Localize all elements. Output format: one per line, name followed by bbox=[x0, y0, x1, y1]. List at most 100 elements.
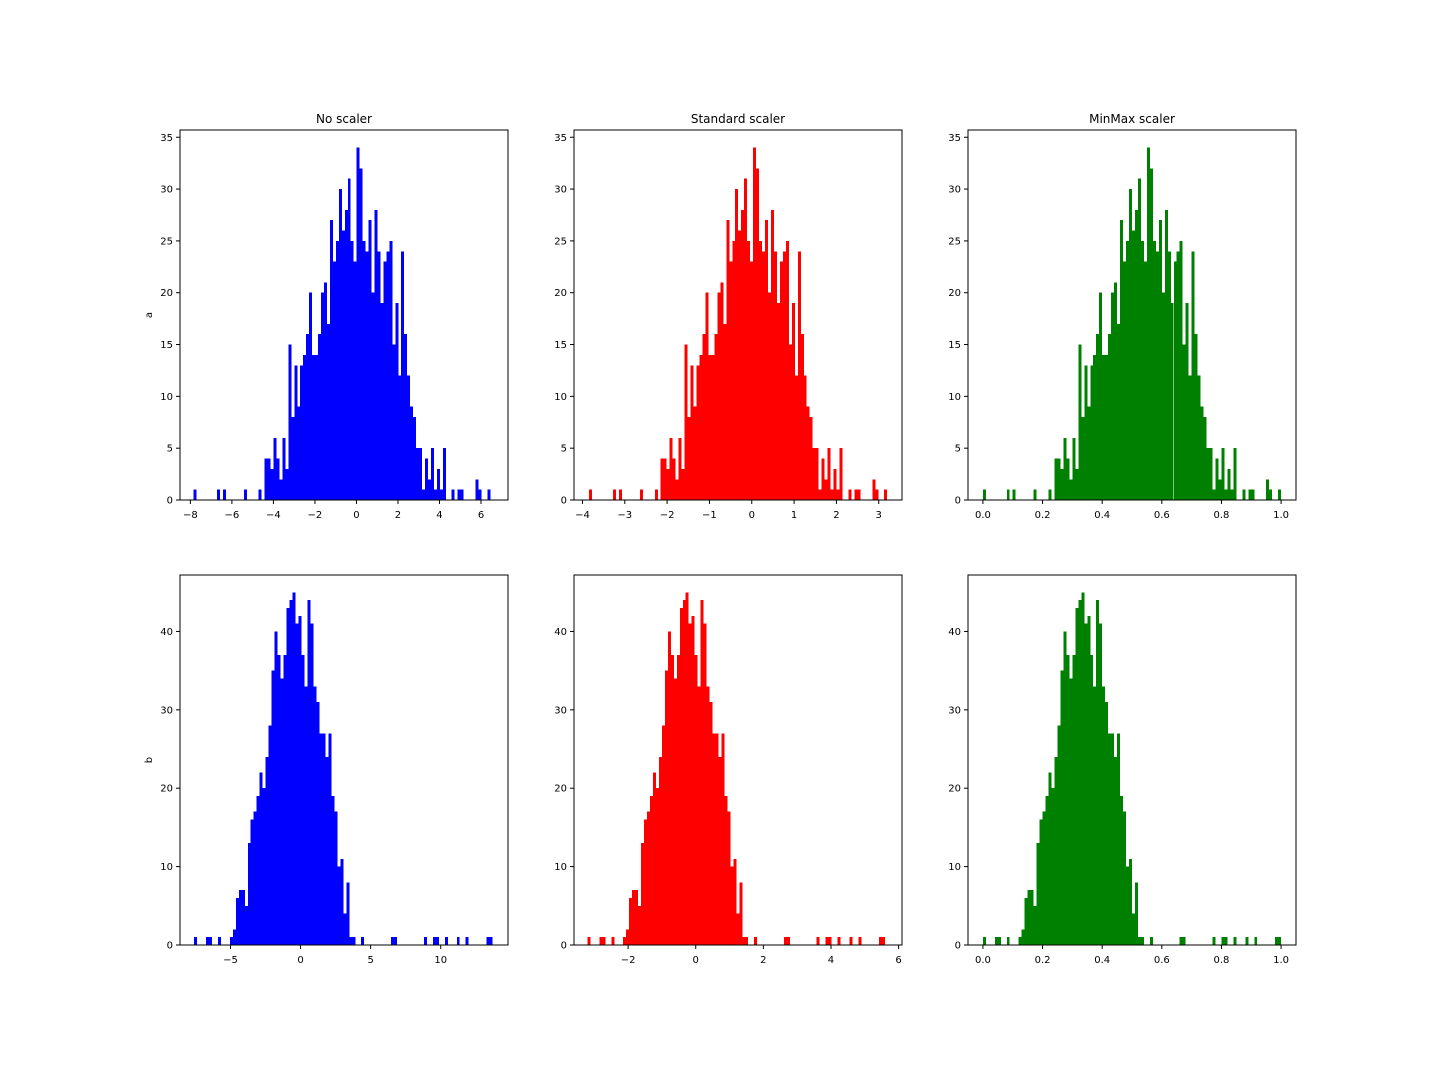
histogram-bar bbox=[741, 209, 745, 501]
x-tick-label: −8 bbox=[183, 510, 198, 521]
histogram-bar bbox=[229, 937, 233, 945]
histogram-bar bbox=[1129, 189, 1132, 500]
histogram-bar bbox=[735, 189, 739, 500]
histogram-bar bbox=[392, 344, 396, 500]
subplot-1: −8 −6 −4 −2 0 2 4 6 0 5 10 15 20 25 30 35 No scaler a bbox=[144, 112, 509, 521]
histogram-bar bbox=[794, 375, 798, 500]
histogram-bar bbox=[765, 220, 769, 501]
histogram-bar bbox=[619, 489, 623, 500]
histogram-bar bbox=[419, 448, 423, 500]
histogram-bar bbox=[1048, 772, 1052, 945]
histogram-bar bbox=[1275, 937, 1279, 945]
histogram-bar bbox=[756, 168, 760, 500]
histogram-bar bbox=[786, 937, 790, 945]
histogram-bar bbox=[1006, 937, 1010, 945]
histogram-bar bbox=[391, 937, 395, 945]
histogram-bar bbox=[693, 406, 697, 500]
histogram-bar bbox=[816, 937, 820, 945]
histogram-bars bbox=[193, 147, 491, 501]
histogram-bar bbox=[720, 282, 724, 500]
histogram-bar bbox=[383, 261, 387, 500]
histogram-bar bbox=[433, 489, 437, 500]
histogram-bar bbox=[1102, 686, 1106, 945]
histogram-bar bbox=[286, 607, 290, 945]
y-tick-label: 40 bbox=[160, 627, 173, 638]
histogram-bar bbox=[1066, 654, 1070, 945]
histogram-bar bbox=[1200, 406, 1204, 500]
x-tick-label: −2 bbox=[660, 510, 675, 521]
histogram-bar bbox=[647, 811, 651, 945]
histogram-bar bbox=[738, 230, 742, 500]
histogram-bar bbox=[312, 354, 316, 500]
histogram-bar bbox=[271, 670, 275, 945]
histogram-bar bbox=[709, 701, 713, 945]
histogram-bar bbox=[753, 147, 757, 500]
y-axis-label: b bbox=[144, 757, 155, 763]
histogram-bar bbox=[1117, 323, 1121, 500]
subplot-title: Standard scaler bbox=[691, 112, 785, 126]
histogram-bar bbox=[205, 937, 209, 945]
histogram-bar bbox=[644, 819, 648, 945]
histogram-bar bbox=[1111, 733, 1115, 945]
histogram-bar bbox=[343, 913, 347, 945]
histogram-bar bbox=[350, 240, 354, 500]
histogram-bar bbox=[297, 406, 301, 500]
histogram-bar bbox=[641, 843, 645, 945]
histogram-bar bbox=[797, 251, 801, 500]
histogram-bar bbox=[1081, 592, 1085, 945]
x-tick-label: 0.4 bbox=[1094, 510, 1110, 521]
histogram-bar bbox=[1132, 913, 1135, 945]
histogram-bar bbox=[754, 937, 758, 945]
histogram-bar bbox=[732, 240, 736, 500]
histogram-bar bbox=[1108, 334, 1112, 500]
histogram-bar bbox=[1185, 303, 1189, 500]
x-tick-label: 6 bbox=[478, 510, 484, 521]
histogram-bar bbox=[733, 858, 737, 945]
x-tick-label: 0.2 bbox=[1035, 510, 1051, 521]
histogram-bar bbox=[1224, 937, 1228, 945]
histogram-bar bbox=[1117, 733, 1121, 945]
histogram-bar bbox=[1072, 437, 1076, 500]
histogram-bar bbox=[432, 937, 436, 945]
histogram-bar bbox=[1069, 678, 1073, 945]
histogram-bar bbox=[289, 600, 293, 945]
histogram-bar bbox=[270, 468, 274, 500]
histogram-bar bbox=[1108, 733, 1112, 945]
histogram-bar bbox=[487, 489, 491, 500]
y-tick-label: 5 bbox=[955, 444, 961, 455]
histogram-bar bbox=[660, 458, 664, 500]
histogram-bar bbox=[718, 756, 722, 945]
histogram-bar bbox=[825, 937, 829, 945]
histogram-bar bbox=[439, 489, 443, 500]
histogram-bar bbox=[1006, 489, 1010, 500]
histogram-bar bbox=[635, 890, 639, 945]
histogram-bar bbox=[307, 600, 311, 945]
histogram-bar bbox=[717, 292, 721, 500]
histogram-bar bbox=[1039, 819, 1043, 945]
histogram-bar bbox=[708, 354, 712, 500]
histogram-bar bbox=[848, 489, 852, 500]
histogram-bar bbox=[824, 479, 828, 500]
histogram-bar bbox=[265, 756, 269, 945]
histogram-bar bbox=[193, 489, 197, 500]
histogram-bar bbox=[697, 686, 701, 945]
histogram-bar bbox=[623, 937, 627, 945]
histogram-bar bbox=[217, 937, 221, 945]
histogram-bar bbox=[632, 890, 636, 945]
histogram-bar bbox=[672, 458, 676, 500]
histogram-bar bbox=[300, 365, 304, 500]
histogram-bar bbox=[783, 937, 787, 945]
histogram-bar bbox=[723, 323, 727, 500]
histogram-bar bbox=[782, 251, 786, 500]
histogram-bar bbox=[675, 479, 679, 500]
histogram-bar bbox=[340, 858, 344, 945]
histogram-bar bbox=[1087, 615, 1091, 945]
histogram-bar bbox=[1099, 292, 1103, 500]
histogram-bar bbox=[1087, 406, 1091, 500]
histogram-bar bbox=[702, 334, 706, 500]
x-tick-label: 0.0 bbox=[975, 510, 991, 521]
histogram-bar bbox=[673, 678, 677, 945]
histogram-bar bbox=[208, 937, 212, 945]
histogram-bar bbox=[368, 220, 372, 501]
